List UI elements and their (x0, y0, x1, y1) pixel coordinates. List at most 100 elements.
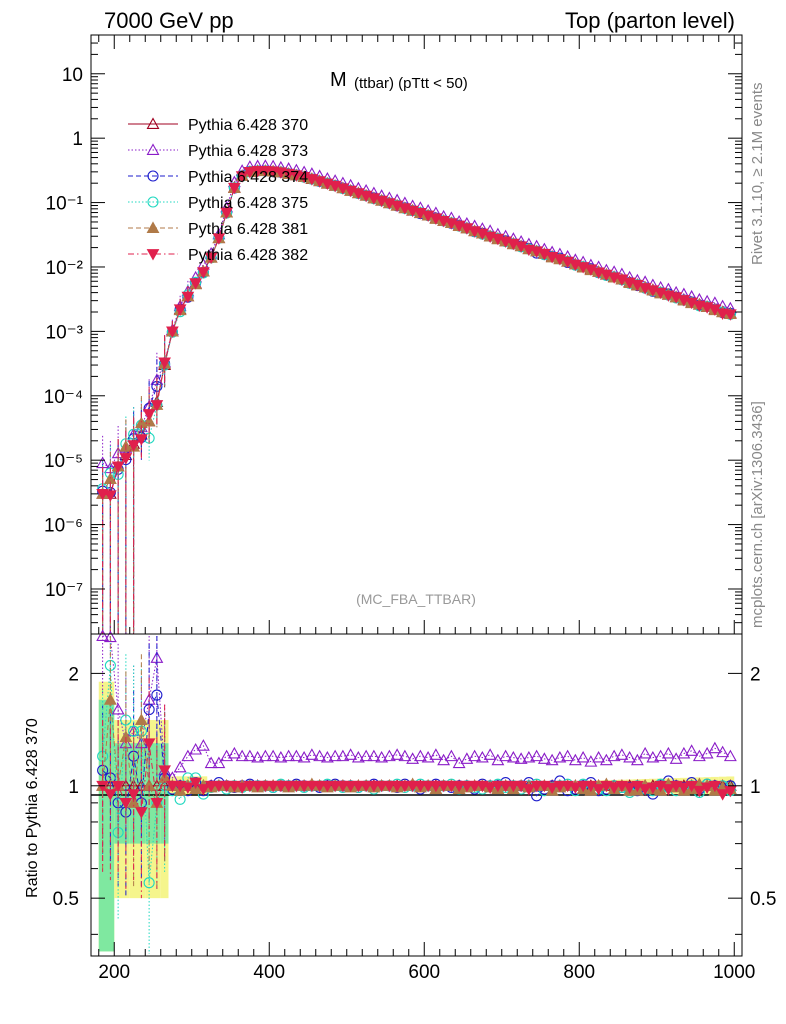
ratio-point-marker (196, 739, 210, 751)
ratio-point-marker (553, 750, 567, 763)
ratio-point-marker (638, 784, 652, 796)
data-point-marker (204, 252, 218, 265)
ratio-plot-y-axis: 2 2 1 1 0.5 0.5 (53, 664, 776, 935)
ratio-series-line (102, 665, 731, 883)
legend-label: Pythia 6.428 382 (188, 247, 308, 264)
x-tick-label: 400 (253, 962, 285, 983)
legend-label: Pythia 6.428 373 (188, 143, 308, 160)
ratio-point-marker (328, 780, 342, 793)
ratio-point-marker (282, 780, 295, 793)
ratio-point-marker (692, 749, 706, 762)
ratio-point-marker (716, 789, 729, 801)
plot-title-sub: (ttbar) (pTtt < 50) (354, 75, 468, 92)
series-line (102, 170, 731, 490)
ratio-point-marker (289, 749, 303, 762)
ratio-point-marker (708, 780, 722, 793)
ratio-point-marker (561, 749, 575, 762)
ratio-point-marker (96, 629, 110, 641)
ratio-point-marker (111, 780, 125, 793)
ratio-point-marker (367, 780, 381, 793)
ratio-point-marker (290, 780, 303, 793)
y-tick-label: 1 (72, 129, 83, 150)
analysis-watermark: (MC_FBA_TTBAR) (356, 591, 476, 607)
ratio-point-marker (297, 750, 311, 763)
ratio-point-marker (151, 689, 163, 701)
legend-marker (146, 249, 160, 261)
ratio-point-marker (576, 780, 590, 793)
ratio-plot-panel: 2 2 1 1 0.5 0.5 200 400 600 800 1000 Ratio to Pyt… (24, 629, 776, 983)
ratio-point-marker (259, 780, 272, 793)
ratio-point-marker (96, 780, 109, 793)
legend-label: Pythia 6.428 381 (188, 221, 308, 238)
ratio-point-marker (173, 760, 187, 773)
ratio-point-marker (569, 782, 582, 794)
ratio-point-marker (723, 749, 737, 762)
ratio-point-marker (351, 750, 365, 763)
ratio-point-marker (382, 749, 396, 762)
ratio-point-marker (127, 789, 140, 801)
ratio-point-marker (251, 780, 264, 793)
ratio-point-marker (499, 749, 513, 762)
main-plot-panel: 10 1 10⁻¹ 10⁻² 10⁻³ 10⁻⁴ 10⁻⁵ 10⁻⁶ 10⁻⁷ M (ttbar… (44, 34, 743, 635)
ratio-point-marker (429, 748, 443, 760)
ratio-point-marker (367, 749, 381, 762)
ratio-point-marker (390, 780, 404, 793)
ratio-point-marker (406, 780, 419, 793)
ratio-point-marker (568, 753, 582, 766)
ratio-point-marker (460, 752, 474, 764)
ratio-point-marker (266, 780, 280, 793)
data-point-marker (235, 171, 249, 183)
ratio-point-marker (305, 748, 319, 760)
ratio-point-marker (127, 796, 141, 808)
data-point-marker (173, 304, 187, 316)
ratio-point-marker (313, 749, 327, 762)
legend-marker (146, 143, 160, 155)
ratio-point-marker (212, 756, 226, 769)
x-tick-label: 600 (408, 962, 440, 983)
data-point-marker (181, 291, 195, 304)
ratio-point-marker (638, 746, 652, 759)
ratio-point-marker (662, 784, 675, 796)
x-tick-label: 200 (98, 962, 130, 983)
ratio-point-marker (266, 749, 280, 762)
legend-marker (146, 117, 160, 129)
data-point-marker (135, 434, 148, 446)
series-line (102, 170, 731, 495)
data-point-marker (111, 461, 125, 473)
ratio-point-marker (398, 749, 412, 762)
ratio-point-marker (646, 750, 660, 763)
ratio-point-marker (414, 780, 427, 793)
ratio-point-marker (530, 780, 543, 793)
header-left: 7000 GeV pp (104, 8, 234, 33)
ratio-point-marker (143, 877, 155, 889)
ratio-point-marker (708, 741, 722, 754)
main-plot-series (96, 159, 737, 634)
ratio-point-marker (181, 749, 195, 762)
data-point-marker (104, 490, 117, 502)
data-point-marker (189, 278, 202, 290)
x-tick-label: 800 (563, 962, 595, 983)
ratio-point-marker (445, 780, 458, 793)
ratio-point-marker (421, 750, 435, 763)
data-point-marker (197, 267, 210, 279)
ratio-point-marker (103, 630, 117, 643)
ratio-point-marker (677, 782, 691, 794)
ratio-point-marker (646, 782, 660, 794)
data-point-marker (724, 309, 737, 321)
legend-label: Pythia 6.428 370 (188, 117, 308, 134)
ratio-point-marker (499, 780, 512, 793)
ratio-point-marker (506, 750, 520, 763)
legend-marker (146, 221, 160, 233)
series-line (102, 170, 731, 495)
ratio-point-marker (321, 780, 334, 793)
data-point-marker (212, 233, 226, 245)
ratio-point-marker (344, 780, 357, 793)
rivet-version-label: Rivet 3.1.10, ≥ 2.1M events (749, 83, 766, 266)
ratio-y-tick-label-left: 2 (68, 664, 79, 685)
y-tick-label: 10⁻⁷ (45, 580, 83, 601)
data-point-marker (243, 166, 257, 179)
header-right: Top (parton level) (565, 8, 735, 33)
ratio-point-marker (336, 780, 350, 793)
y-tick-label: 10⁻⁶ (44, 516, 83, 537)
